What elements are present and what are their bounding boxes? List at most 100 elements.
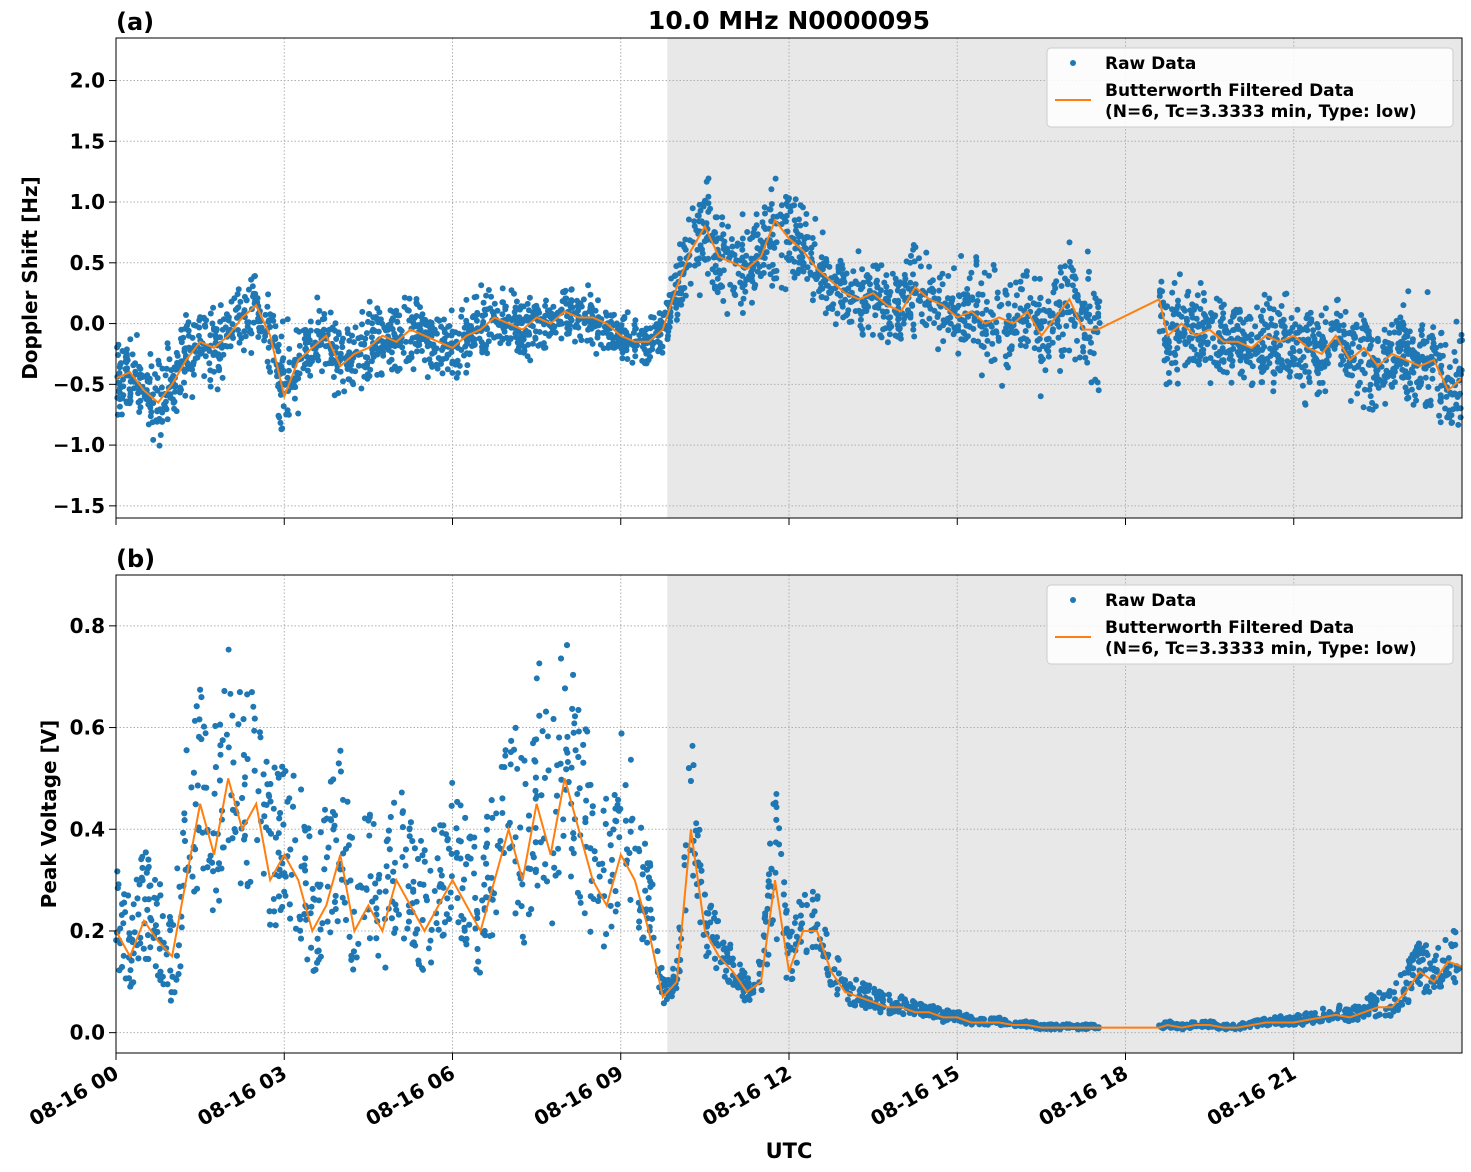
raw-data-point xyxy=(931,307,938,314)
raw-data-point xyxy=(991,266,998,273)
raw-data-point xyxy=(1038,358,1045,365)
raw-data-point xyxy=(1217,318,1224,325)
raw-data-point xyxy=(401,303,408,310)
raw-data-point xyxy=(497,340,504,347)
raw-data-point xyxy=(568,873,574,880)
raw-data-point xyxy=(1229,362,1236,369)
raw-data-point xyxy=(1430,340,1437,347)
raw-data-point xyxy=(602,309,609,316)
raw-data-point xyxy=(960,329,967,336)
raw-data-point xyxy=(1254,304,1260,311)
raw-data-point xyxy=(951,324,958,331)
raw-data-point xyxy=(527,357,534,364)
raw-data-point xyxy=(1007,282,1014,288)
raw-data-point xyxy=(1450,406,1457,413)
raw-data-point xyxy=(534,882,541,889)
raw-data-point xyxy=(443,355,450,362)
raw-data-point xyxy=(368,334,375,341)
raw-data-point xyxy=(1348,349,1355,356)
raw-data-point xyxy=(502,304,509,310)
raw-data-point xyxy=(227,690,234,697)
raw-data-point xyxy=(792,227,799,234)
raw-data-point xyxy=(603,795,610,802)
raw-data-point xyxy=(884,339,891,346)
raw-data-point xyxy=(902,282,909,289)
raw-data-point xyxy=(1178,313,1185,320)
raw-data-point xyxy=(495,321,502,328)
raw-data-point xyxy=(935,346,942,353)
raw-data-point xyxy=(279,318,286,325)
raw-data-point xyxy=(1174,345,1181,352)
raw-data-point xyxy=(1088,339,1094,346)
raw-data-point xyxy=(116,403,123,410)
raw-data-point xyxy=(1386,330,1393,336)
raw-data-point xyxy=(1424,399,1431,405)
raw-data-point xyxy=(950,331,957,338)
raw-data-point xyxy=(385,873,391,880)
raw-data-point xyxy=(945,327,952,334)
raw-data-point xyxy=(575,728,582,735)
raw-data-point xyxy=(277,419,284,426)
raw-data-point xyxy=(872,312,879,319)
raw-data-point xyxy=(260,870,267,877)
raw-data-point xyxy=(524,300,531,307)
raw-data-point xyxy=(1072,356,1079,363)
raw-data-point xyxy=(1287,328,1294,335)
raw-data-point xyxy=(975,291,982,298)
raw-data-point xyxy=(883,272,890,279)
raw-data-point xyxy=(375,348,382,355)
raw-data-point xyxy=(427,360,434,367)
raw-data-point xyxy=(132,368,139,375)
raw-data-point xyxy=(1395,340,1402,347)
raw-data-point xyxy=(535,342,542,349)
raw-data-point xyxy=(1201,297,1208,304)
raw-data-point xyxy=(243,859,250,866)
raw-data-point xyxy=(1436,412,1443,419)
raw-data-point xyxy=(455,370,461,377)
raw-data-point xyxy=(313,328,320,334)
y-tick-label: −1.0 xyxy=(53,433,105,457)
raw-data-point xyxy=(215,363,222,370)
raw-data-point xyxy=(1399,319,1406,326)
raw-data-point xyxy=(1322,319,1329,326)
raw-data-point xyxy=(529,323,536,330)
raw-data-point xyxy=(1210,335,1216,342)
raw-data-point xyxy=(704,943,710,950)
raw-data-point xyxy=(1430,324,1437,331)
raw-data-point xyxy=(370,821,377,827)
raw-data-point xyxy=(1403,389,1410,396)
raw-data-point xyxy=(367,366,374,373)
raw-data-point xyxy=(641,346,648,353)
raw-data-point xyxy=(532,334,539,341)
raw-data-point xyxy=(855,307,862,314)
raw-data-point xyxy=(1359,366,1366,373)
raw-data-point xyxy=(544,733,551,740)
raw-data-point xyxy=(1410,401,1417,408)
raw-data-point xyxy=(1374,335,1381,342)
raw-data-point xyxy=(1085,275,1092,282)
raw-data-point xyxy=(389,315,396,322)
raw-data-point xyxy=(210,304,217,311)
raw-data-point xyxy=(1456,365,1463,372)
raw-data-point xyxy=(572,338,578,345)
raw-data-point xyxy=(182,392,189,399)
raw-data-point xyxy=(1437,419,1444,426)
raw-data-point xyxy=(1095,387,1102,394)
raw-data-point xyxy=(1290,354,1296,361)
raw-data-point xyxy=(1421,365,1428,372)
raw-data-point xyxy=(1375,384,1382,391)
raw-data-point xyxy=(1031,275,1038,282)
raw-data-point xyxy=(894,287,901,294)
raw-data-point xyxy=(382,340,389,347)
raw-data-point xyxy=(771,275,778,282)
raw-data-point xyxy=(827,289,834,296)
raw-data-point xyxy=(203,317,210,324)
raw-data-point xyxy=(366,832,373,839)
raw-data-point xyxy=(823,256,830,262)
raw-data-point xyxy=(166,914,173,920)
raw-data-point xyxy=(568,764,575,771)
raw-data-point xyxy=(1166,350,1173,356)
raw-data-point xyxy=(245,286,252,293)
raw-data-point xyxy=(600,943,607,950)
